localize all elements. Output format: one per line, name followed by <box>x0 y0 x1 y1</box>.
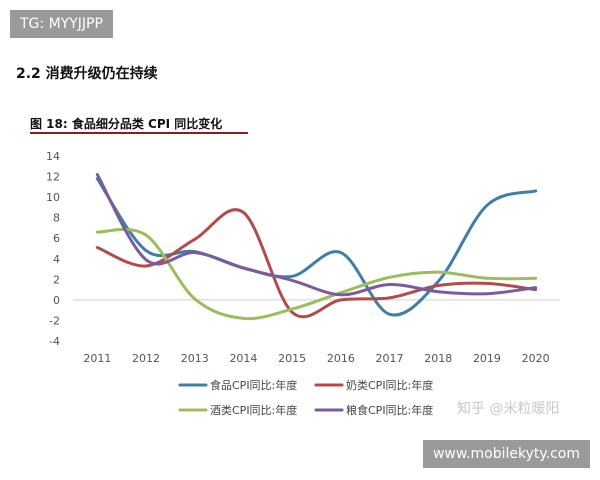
x-tick-label: 2019 <box>473 352 501 365</box>
y-tick-label: 6 <box>53 232 60 245</box>
series-line-3 <box>95 227 538 321</box>
series-line-1 <box>95 177 538 317</box>
x-tick-label: 2017 <box>376 352 404 365</box>
y-tick-label: 8 <box>53 212 60 225</box>
y-tick-label: 14 <box>46 150 60 163</box>
x-tick-label: 2018 <box>424 352 452 365</box>
legend-label-3: 酒类CPI同比:年度 <box>210 403 297 417</box>
legend-label-2: 奶类CPI同比:年度 <box>346 378 433 392</box>
x-tick-label: 2012 <box>132 352 160 365</box>
watermark-top: TG: MYYJJPP <box>10 10 113 38</box>
series-line-4 <box>95 173 538 297</box>
x-tick-label: 2013 <box>181 352 209 365</box>
watermark-bottom: www.mobilekyty.com <box>422 440 590 468</box>
x-tick-label: 2015 <box>278 352 306 365</box>
x-tick-label: 2014 <box>229 352 257 365</box>
series-line-2 <box>95 208 538 319</box>
y-tick-label: -4 <box>49 335 60 348</box>
legend-label-1: 食品CPI同比:年度 <box>210 378 297 392</box>
y-tick-label: 12 <box>46 171 60 184</box>
watermark-zhihu: 知乎 @米粒暖阳 <box>457 401 560 417</box>
legend-label-4: 粮食CPI同比:年度 <box>346 403 433 417</box>
y-tick-label: 4 <box>53 253 60 266</box>
y-tick-label: -2 <box>49 314 60 327</box>
caption-rule <box>30 132 248 134</box>
y-tick-label: 2 <box>53 273 60 286</box>
x-tick-label: 2020 <box>522 352 550 365</box>
x-tick-label: 2011 <box>83 352 111 365</box>
y-tick-label: 10 <box>46 191 60 204</box>
x-tick-label: 2016 <box>327 352 355 365</box>
figure-caption: 图 18: 食品细分品类 CPI 同比变化 <box>30 117 223 131</box>
y-tick-label: 0 <box>53 294 60 307</box>
section-title: 2.2 消费升级仍在持续 <box>16 66 158 82</box>
